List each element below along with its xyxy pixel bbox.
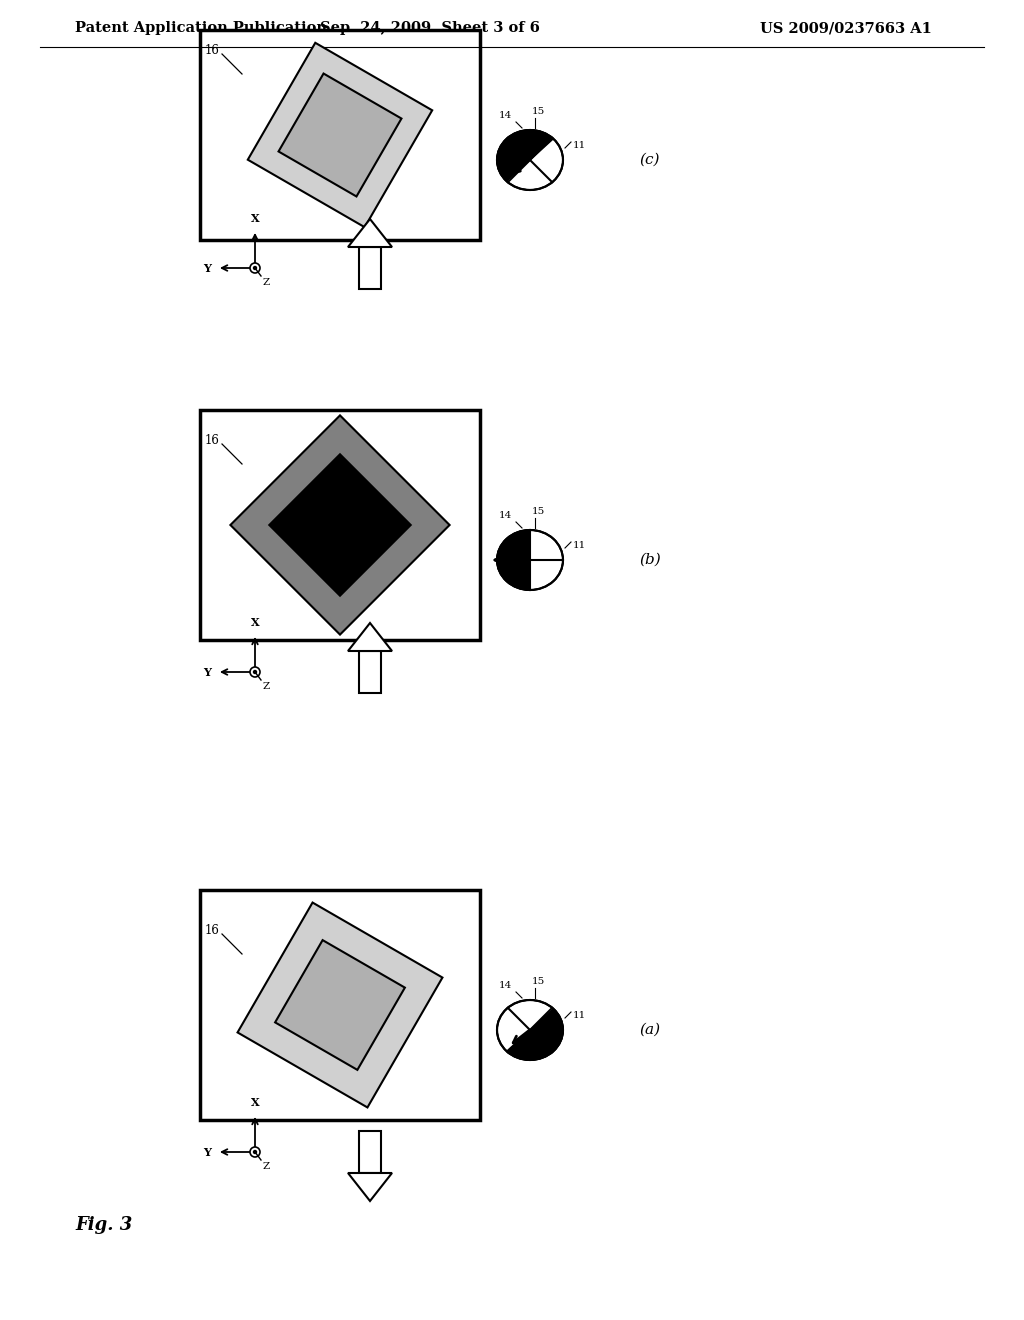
Text: 16: 16: [205, 433, 220, 446]
Text: 16: 16: [205, 924, 220, 936]
Text: 15: 15: [532, 107, 545, 116]
Bar: [359, 651, 381, 693]
Bar: [359, 1131, 381, 1173]
Polygon shape: [238, 903, 442, 1107]
Polygon shape: [269, 454, 411, 595]
Polygon shape: [275, 940, 404, 1071]
Circle shape: [250, 1147, 260, 1158]
Ellipse shape: [497, 531, 563, 590]
Text: (c): (c): [640, 153, 660, 168]
Text: X: X: [251, 1097, 259, 1107]
Text: 14: 14: [499, 511, 512, 520]
Text: X: X: [251, 213, 259, 224]
Polygon shape: [348, 623, 392, 651]
Text: Y: Y: [203, 667, 211, 677]
Text: 15: 15: [532, 977, 545, 986]
Ellipse shape: [497, 129, 563, 190]
Polygon shape: [348, 219, 392, 247]
Text: Y: Y: [203, 1147, 211, 1158]
Text: 14: 14: [499, 111, 512, 120]
Text: Y: Y: [203, 263, 211, 273]
Text: Z: Z: [263, 682, 270, 690]
Circle shape: [254, 671, 256, 673]
Text: Z: Z: [263, 279, 270, 286]
Polygon shape: [348, 1173, 392, 1201]
Text: Patent Application Publication: Patent Application Publication: [75, 21, 327, 36]
Text: (b): (b): [639, 553, 660, 568]
Bar: [359, 247, 381, 289]
Text: (a): (a): [639, 1023, 660, 1038]
Text: X: X: [251, 616, 259, 628]
Text: 14: 14: [499, 981, 512, 990]
Bar: [200, 411, 480, 640]
Bar: [200, 30, 480, 240]
Polygon shape: [248, 42, 432, 227]
Polygon shape: [497, 129, 553, 181]
Text: 11: 11: [573, 1011, 587, 1019]
Ellipse shape: [497, 1001, 563, 1060]
Text: Fig. 3: Fig. 3: [75, 1216, 132, 1234]
Text: 16: 16: [205, 44, 220, 57]
Text: 11: 11: [573, 140, 587, 149]
Polygon shape: [507, 1008, 563, 1060]
Text: Sep. 24, 2009  Sheet 3 of 6: Sep. 24, 2009 Sheet 3 of 6: [321, 21, 540, 36]
Polygon shape: [230, 416, 450, 635]
Circle shape: [254, 267, 256, 269]
Circle shape: [250, 263, 260, 273]
Text: Z: Z: [263, 1162, 270, 1171]
Circle shape: [254, 1151, 256, 1154]
Bar: [200, 890, 480, 1119]
Text: 11: 11: [573, 540, 587, 549]
Polygon shape: [497, 531, 530, 590]
Text: 15: 15: [532, 507, 545, 516]
Text: US 2009/0237663 A1: US 2009/0237663 A1: [760, 21, 932, 36]
Polygon shape: [279, 74, 401, 197]
Circle shape: [250, 667, 260, 677]
